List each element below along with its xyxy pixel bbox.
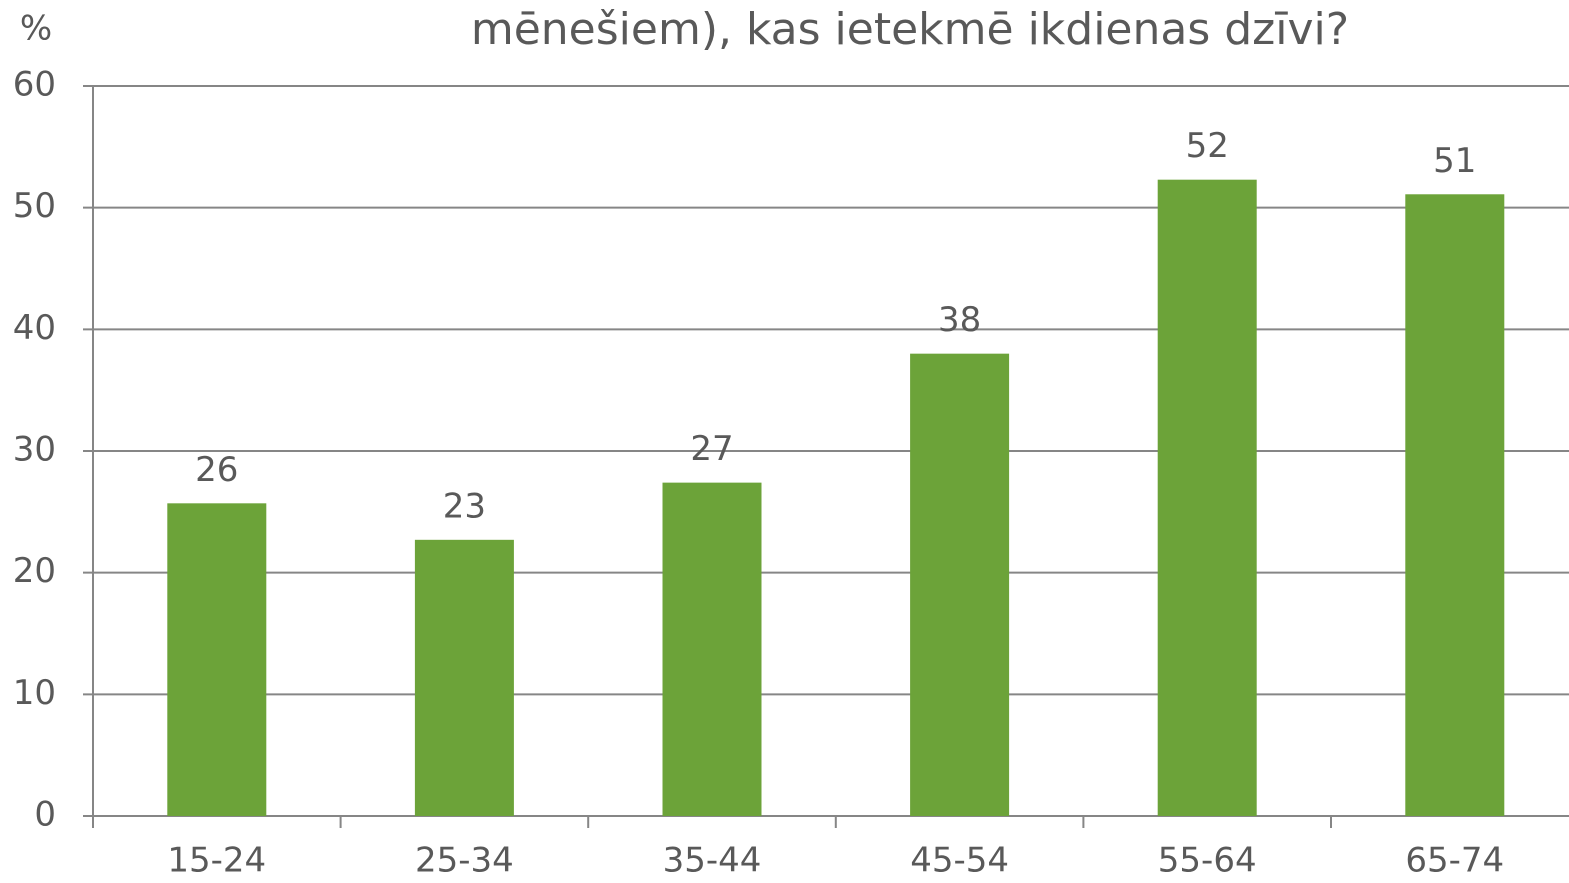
bar	[910, 353, 1010, 816]
data-label: 52	[1186, 126, 1229, 166]
x-tick-label: 35-44	[663, 841, 762, 881]
y-tick-label: 10	[13, 673, 56, 713]
y-tick-label: 40	[13, 308, 56, 348]
y-tick-label: 50	[13, 186, 56, 226]
y-tick-label: 20	[13, 551, 56, 591]
data-label: 23	[443, 486, 486, 526]
data-label: 38	[938, 300, 981, 340]
x-tick-label: 65-74	[1405, 841, 1504, 881]
y-tick-label: 60	[13, 65, 56, 105]
x-tick-label: 45-54	[910, 841, 1009, 881]
bar	[662, 482, 762, 816]
data-label: 27	[690, 429, 733, 469]
bar	[1157, 179, 1257, 816]
y-tick-label: 30	[13, 430, 56, 470]
y-tick-label: 0	[34, 795, 56, 835]
x-tick-label: 15-24	[167, 841, 266, 881]
y-axis-label: %	[20, 9, 52, 49]
x-tick-label: 55-64	[1158, 841, 1257, 881]
data-label: 51	[1433, 141, 1476, 181]
bar	[167, 503, 267, 816]
data-label: 26	[195, 450, 238, 490]
bar	[414, 539, 514, 816]
chart-title: mēnešiem), kas ietekmē ikdienas dzīvi?	[471, 4, 1349, 55]
x-tick-label: 25-34	[415, 841, 514, 881]
bar	[1405, 194, 1505, 817]
